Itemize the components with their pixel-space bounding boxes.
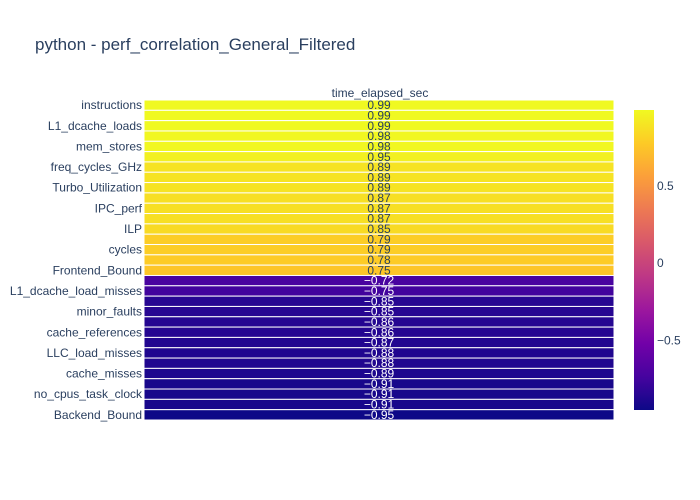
y-tick-label: Frontend_Bound xyxy=(53,263,142,277)
cell-value-label: 0.98 xyxy=(367,139,391,153)
y-tick-label: L1_dcache_load_misses xyxy=(10,284,142,298)
y-tick-label: ILP xyxy=(124,222,142,236)
cell-value-label: −0.95 xyxy=(364,408,395,422)
y-tick-label: cache_references xyxy=(47,325,142,339)
heatmap-cell xyxy=(143,409,615,421)
cell-value-label: 0.87 xyxy=(367,212,391,226)
y-tick-label: instructions xyxy=(81,98,142,112)
cell-value-label: 0.87 xyxy=(367,191,391,205)
cell-value-label: −0.86 xyxy=(364,325,395,339)
cell-value-label: −0.85 xyxy=(364,294,395,308)
y-tick-label: minor_faults xyxy=(77,305,142,319)
y-tick-label: Backend_Bound xyxy=(54,408,142,422)
cell-value-label: 0.99 xyxy=(367,119,391,133)
y-tick-label: Turbo_Utilization xyxy=(52,181,142,195)
cell-value-label: 0.95 xyxy=(367,150,391,164)
y-tick-label: L1_dcache_loads xyxy=(48,119,142,133)
cell-value-label: −0.88 xyxy=(364,356,395,370)
y-axis-tick-labels: instructions L1_dcache_loads mem_storesfre… xyxy=(10,98,143,422)
colorbar-tick-label: −0.5 xyxy=(657,333,681,347)
cell-value-label: −0.91 xyxy=(364,398,395,412)
colorbar-tick-label: 0.5 xyxy=(657,179,674,193)
cell-value-label: 0.78 xyxy=(367,253,391,267)
y-tick-label: cycles xyxy=(109,243,142,257)
y-tick-label: mem_stores xyxy=(76,139,142,153)
cell-value-label: 0.75 xyxy=(367,263,391,277)
cell-value-label: −0.89 xyxy=(364,367,395,381)
cell-value-label: −0.86 xyxy=(364,315,395,329)
heatmap-cell-labels: 0.990.990.990.980.980.950.890.890.890.87… xyxy=(364,98,395,422)
colorbar-tick-label: 0 xyxy=(657,256,664,270)
y-tick-label: no_cpus_task_clock xyxy=(34,387,143,401)
cell-value-label: 0.87 xyxy=(367,201,391,215)
cell-value-label: 0.89 xyxy=(367,160,391,174)
cell-value-label: 0.89 xyxy=(367,181,391,195)
cell-value-label: −0.91 xyxy=(364,377,395,391)
cell-value-label: 0.89 xyxy=(367,170,391,184)
colorbar-ticks: 0.5 0 −0.5 xyxy=(657,179,681,348)
cell-value-label: 0.79 xyxy=(367,243,391,257)
cell-value-label: 0.99 xyxy=(367,108,391,122)
cell-value-label: 0.79 xyxy=(367,232,391,246)
x-column-label: time_elapsed_sec xyxy=(332,86,429,100)
cell-value-label: −0.85 xyxy=(364,305,395,319)
cell-value-label: 0.85 xyxy=(367,222,391,236)
y-tick-label: cache_misses xyxy=(66,367,142,381)
cell-value-label: −0.72 xyxy=(364,274,395,288)
cell-value-label: −0.87 xyxy=(364,336,395,350)
cell-value-label: −0.88 xyxy=(364,346,395,360)
cell-value-label: 0.99 xyxy=(367,98,391,112)
chart-title: python - perf_correlation_General_Filter… xyxy=(35,35,355,54)
heatmap-cells xyxy=(143,99,615,421)
y-tick-label: freq_cycles_GHz xyxy=(51,160,142,174)
cell-value-label: −0.91 xyxy=(364,387,395,401)
cell-value-label: −0.75 xyxy=(364,284,395,298)
cell-value-label: 0.98 xyxy=(367,129,391,143)
y-tick-label: LLC_load_misses xyxy=(47,346,142,360)
colorbar xyxy=(634,110,654,410)
y-tick-label: IPC_perf xyxy=(95,201,143,215)
